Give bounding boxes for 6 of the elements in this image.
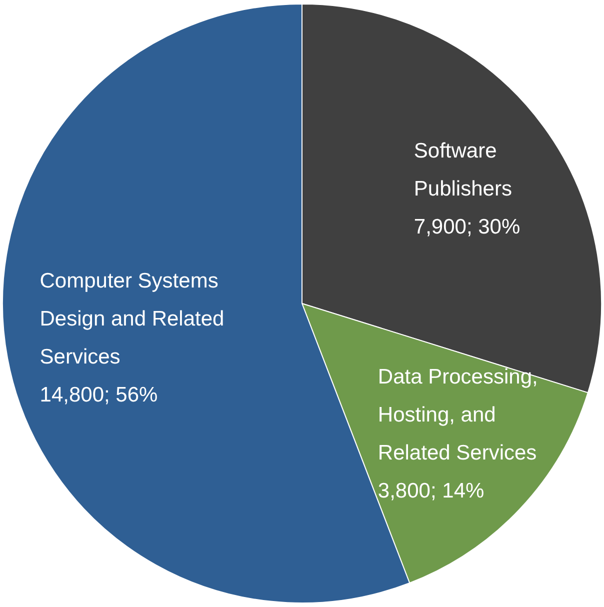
data-label: 3,800; 14%	[378, 479, 484, 502]
slice-label: Data Processing, Hosting, and Related Services	[378, 365, 538, 464]
data-label: 14,800; 56%	[40, 383, 158, 406]
slice-label: Software Publishers	[414, 140, 512, 201]
slice-label: Computer Systems Design and Related Services	[40, 269, 224, 368]
data-label: 7,900; 30%	[414, 216, 520, 239]
